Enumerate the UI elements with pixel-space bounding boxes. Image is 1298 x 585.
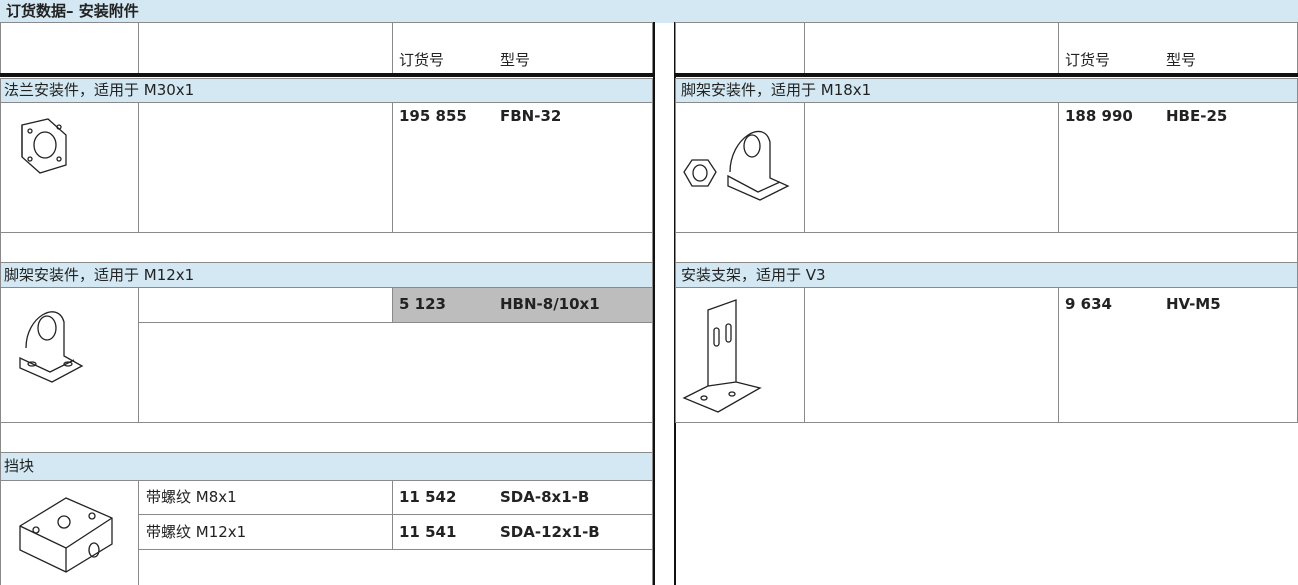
order-number: 5 123 — [399, 295, 446, 313]
type-code: HBE-25 — [1166, 107, 1228, 125]
order-number: 9 634 — [1065, 295, 1112, 313]
cell — [138, 102, 393, 233]
section-title: 安装支架，适用于 V3 — [681, 266, 826, 284]
cell — [804, 22, 1059, 75]
bracket-nut-icon — [683, 130, 790, 201]
divider — [653, 22, 655, 585]
order-number: 11 541 — [399, 523, 457, 541]
order-number: 188 990 — [1065, 107, 1133, 125]
flange-icon — [21, 118, 67, 174]
type-code: HV-M5 — [1166, 295, 1221, 313]
section-title: 脚架安装件，适用于 M18x1 — [681, 81, 872, 99]
column-header: 订货号 — [399, 51, 445, 69]
column-header: 订货号 — [1065, 51, 1111, 69]
cell — [138, 549, 653, 585]
type-code: FBN-32 — [500, 107, 562, 125]
description: 带螺纹 M12x1 — [146, 523, 247, 541]
order-number: 11 542 — [399, 488, 457, 506]
type-code: SDA-12x1-B — [500, 523, 600, 541]
section-title: 挡块 — [4, 457, 35, 475]
column-header: 型号 — [500, 51, 531, 69]
angle-bracket-icon — [682, 299, 762, 413]
page-title: 订货数据– 安装附件 — [6, 2, 139, 20]
cell — [675, 22, 805, 75]
blank-row — [0, 232, 653, 263]
rule — [0, 73, 653, 77]
column-header: 型号 — [1166, 51, 1197, 69]
type-code: SDA-8x1-B — [500, 488, 590, 506]
highlight-cell — [392, 287, 653, 323]
blank-row — [0, 422, 653, 453]
section-title: 脚架安装件，适用于 M12x1 — [4, 266, 195, 284]
cell — [138, 322, 653, 423]
section-bar — [675, 78, 1298, 103]
rule — [675, 73, 1298, 77]
cell — [138, 287, 393, 323]
cell — [804, 102, 1059, 233]
cell — [0, 22, 139, 75]
cell — [804, 287, 1059, 423]
type-code: HBN-8/10x1 — [500, 295, 600, 313]
description: 带螺纹 M8x1 — [146, 488, 237, 506]
stop-block-icon — [19, 497, 113, 573]
title-bar — [0, 0, 1298, 23]
cell — [138, 22, 393, 75]
order-number: 195 855 — [399, 107, 467, 125]
section-bar — [0, 452, 653, 481]
blank-row — [675, 232, 1298, 263]
section-title: 法兰安装件，适用于 M30x1 — [4, 81, 195, 99]
section-bar — [0, 262, 653, 288]
bracket-icon — [19, 311, 84, 383]
